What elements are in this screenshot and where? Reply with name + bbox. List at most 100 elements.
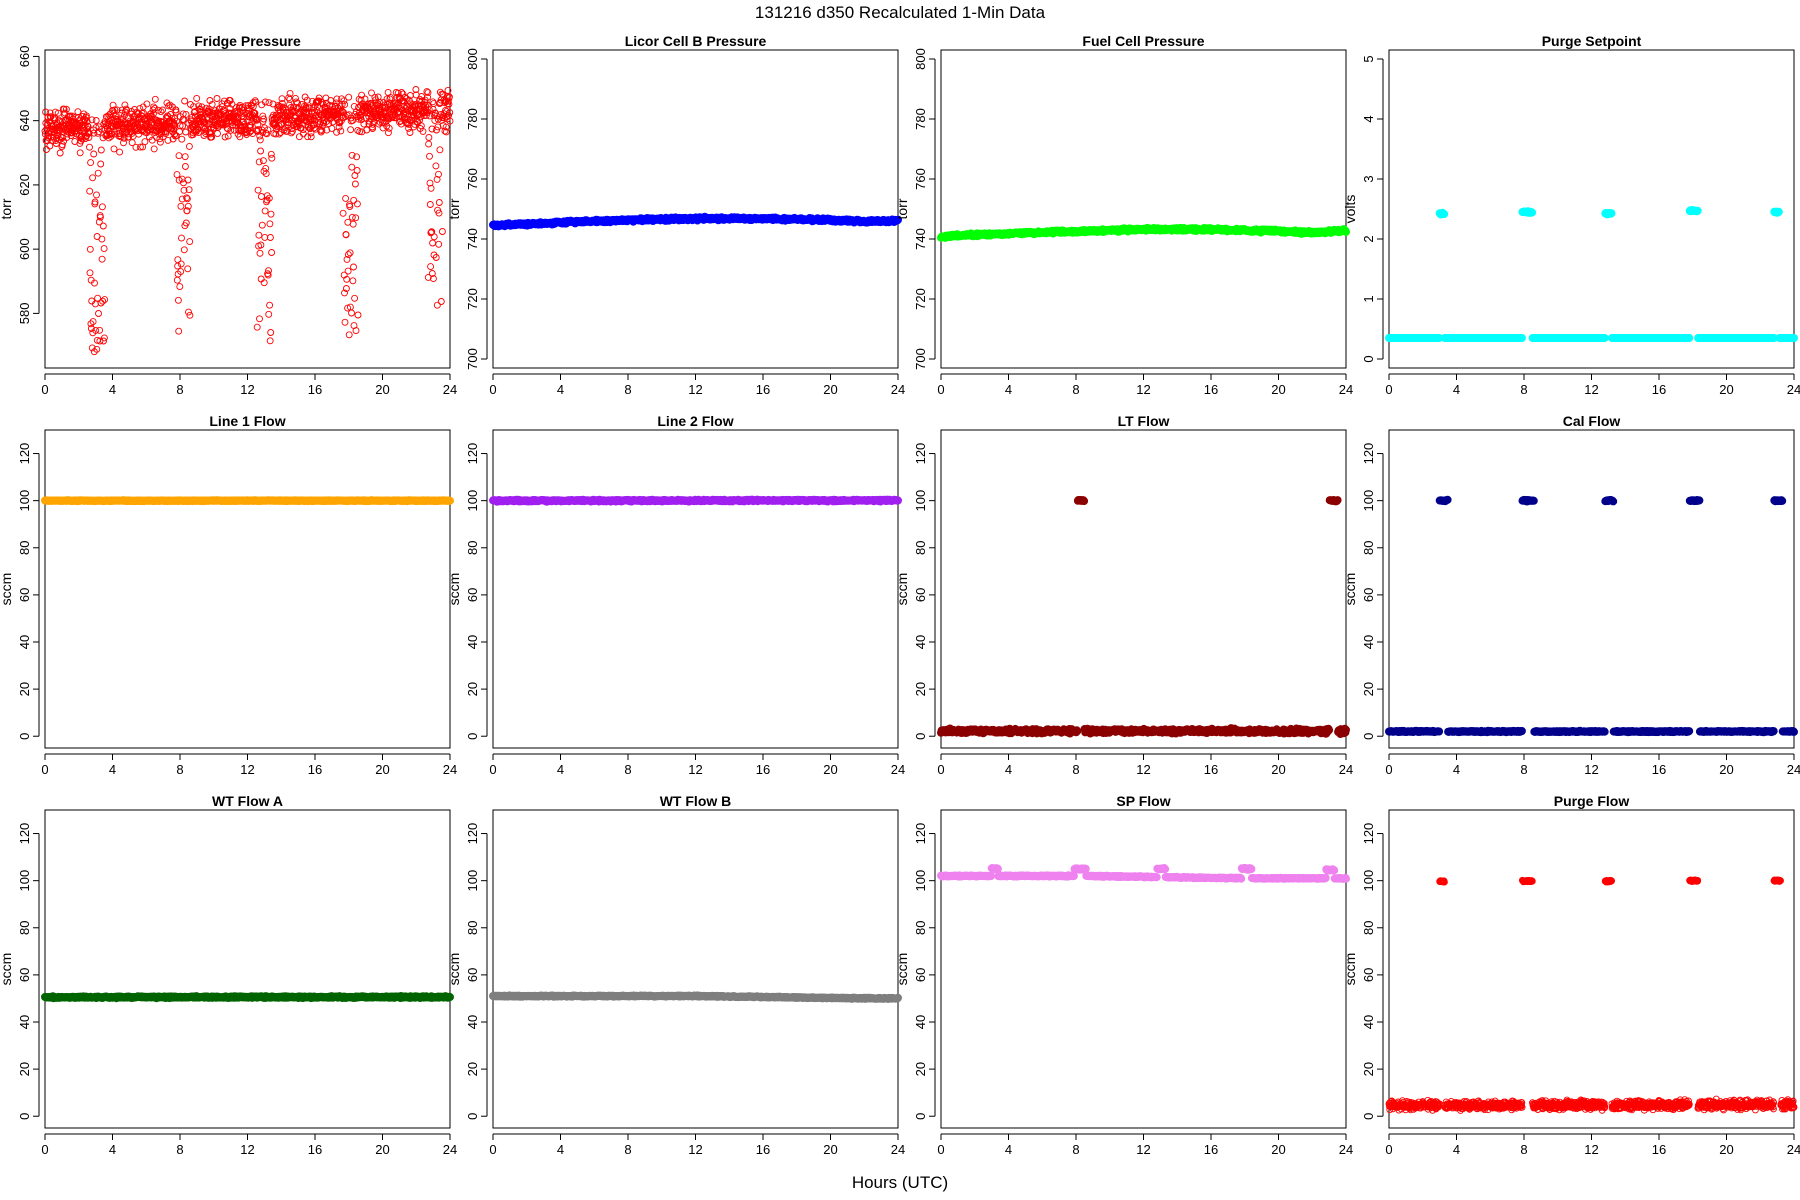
data-point (318, 126, 326, 134)
data-point (348, 213, 356, 221)
data-point (262, 129, 270, 137)
data-point (368, 89, 375, 97)
data-point (100, 337, 107, 345)
data-point (267, 210, 275, 218)
data-point (210, 124, 218, 132)
data-point (226, 104, 234, 112)
data-point (151, 104, 159, 112)
x-tick-label: 8 (176, 382, 183, 397)
data-point (46, 142, 54, 150)
x-tick-label: 20 (1271, 382, 1285, 397)
x-tick-label: 12 (1136, 382, 1150, 397)
data-point (290, 103, 297, 111)
data-point (350, 263, 357, 271)
data-point (256, 315, 263, 323)
data-points (1385, 206, 1798, 342)
data-point (303, 96, 311, 104)
data-point (186, 238, 194, 246)
data-point (99, 297, 107, 305)
data-point (287, 129, 295, 137)
data-point (88, 344, 96, 352)
data-point (340, 97, 348, 105)
data-point (346, 249, 354, 257)
data-point (260, 115, 268, 123)
data-point (178, 195, 186, 203)
x-tick-label: 0 (41, 382, 48, 397)
data-point (286, 89, 294, 97)
data-point (426, 201, 434, 208)
data-point (255, 231, 263, 239)
data-point (1790, 334, 1798, 342)
data-point (184, 202, 192, 210)
data-point (279, 103, 287, 111)
data-point (405, 124, 413, 132)
data-point (277, 129, 285, 136)
data-point (183, 194, 191, 202)
data-point (93, 191, 100, 199)
data-point (77, 133, 84, 141)
y-tick-label: 80 (465, 541, 480, 555)
data-point (412, 86, 420, 93)
plot-frame (492, 429, 899, 749)
data-point (86, 143, 93, 151)
data-point (425, 140, 433, 148)
data-point (120, 134, 128, 142)
data-point (406, 129, 414, 136)
data-point (254, 121, 262, 128)
data-point (174, 256, 182, 264)
data-point (90, 150, 98, 158)
y-tick-label: 800 (465, 48, 480, 70)
data-point (256, 249, 264, 257)
y-tick-label: 0 (465, 733, 480, 740)
x-tick-label: 0 (41, 762, 48, 777)
data-point (181, 163, 189, 170)
data-point (338, 95, 346, 103)
data-point (208, 133, 216, 141)
data-point (261, 207, 269, 215)
data-point (349, 277, 357, 285)
data-point (94, 169, 102, 177)
x-tick-label: 16 (756, 762, 770, 777)
y-tick-label: 20 (465, 682, 480, 696)
plot-frame (1388, 49, 1795, 369)
data-point (96, 213, 104, 221)
data-point (1693, 206, 1702, 215)
x-tick-label: 16 (1652, 382, 1666, 397)
y-axis-label: sccm (446, 573, 462, 606)
data-point (441, 127, 449, 135)
x-tick-label: 12 (240, 762, 254, 777)
data-point (307, 133, 315, 141)
data-point (266, 220, 274, 228)
data-point (307, 129, 315, 137)
data-point (335, 123, 343, 131)
data-point (444, 86, 452, 94)
data-point (327, 97, 335, 104)
y-tick-label: 60 (17, 588, 32, 602)
y-tick-label: 4 (1361, 115, 1376, 122)
data-point (87, 320, 95, 328)
data-point (445, 93, 453, 101)
y-tick-label: 3 (1361, 175, 1376, 182)
data-point (263, 130, 271, 138)
data-point (352, 327, 360, 335)
data-point (62, 105, 70, 113)
data-point (432, 162, 440, 170)
data-point (347, 126, 355, 134)
y-tick-label: 740 (913, 228, 928, 250)
panel-title: Fuel Cell Pressure (1082, 33, 1204, 49)
y-tick-label: 600 (17, 238, 32, 260)
data-point (437, 298, 445, 305)
data-point (341, 318, 349, 326)
data-point (68, 112, 76, 120)
data-point (353, 167, 361, 174)
data-point (54, 109, 62, 117)
plot-frame (940, 49, 1347, 369)
data-point (265, 310, 273, 318)
data-point (292, 98, 300, 106)
data-point (226, 97, 234, 104)
data-point (123, 106, 131, 114)
data-point (55, 116, 63, 124)
data-point (94, 129, 102, 137)
data-point (95, 310, 102, 317)
